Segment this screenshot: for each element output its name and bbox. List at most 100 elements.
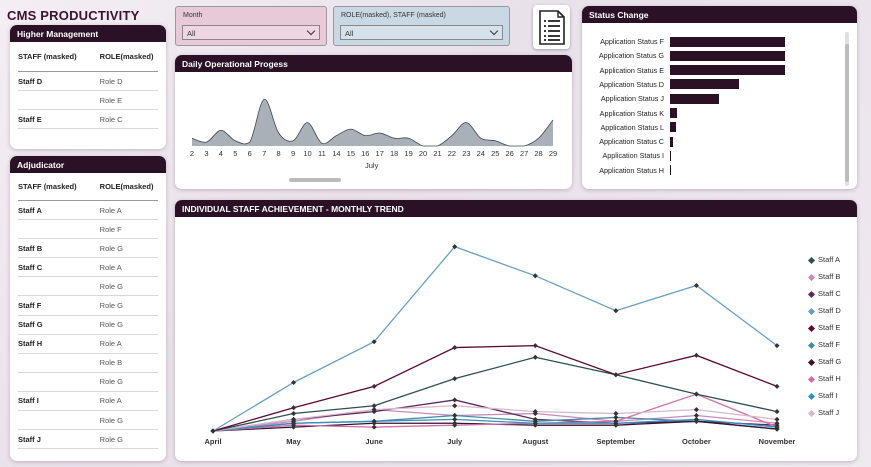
daily-area-plot (191, 98, 554, 147)
data-point[interactable] (452, 416, 458, 422)
status-label: Application Status I (602, 151, 664, 161)
role-cell: Role G (99, 243, 124, 253)
table-row: Staff B Role G (18, 239, 158, 259)
data-point[interactable] (452, 345, 458, 351)
col-role-header: ROLE(masked) (99, 182, 154, 191)
trend-x-tick-label: November (758, 437, 796, 446)
status-label: Application Status L (600, 122, 664, 132)
status-bar (670, 65, 785, 76)
data-point[interactable] (532, 273, 538, 279)
legend-label: Staff E (818, 323, 841, 332)
legend-marker-icon (807, 273, 816, 281)
month-slicer[interactable]: Month All (175, 6, 327, 46)
legend-label: Staff A (818, 255, 840, 264)
data-point[interactable] (774, 409, 780, 415)
data-point[interactable] (371, 339, 377, 345)
data-point[interactable] (774, 383, 780, 389)
data-point[interactable] (774, 416, 780, 422)
month-dropdown[interactable]: All (182, 25, 320, 40)
legend-label: Staff J (818, 408, 840, 417)
status-bar (670, 50, 785, 61)
role-cell: Role A (99, 205, 122, 215)
status-bar (670, 108, 677, 118)
data-point[interactable] (291, 405, 297, 411)
trend-x-tick-label: June (365, 437, 383, 446)
daily-x-tick-label: 9 (290, 149, 296, 158)
data-point[interactable] (291, 416, 297, 422)
table-header-row: STAFF (masked) ROLE(masked) (18, 173, 158, 201)
series-line-staff-b (212, 409, 778, 432)
legend-marker-icon (807, 409, 816, 417)
legend-marker-icon (807, 358, 816, 366)
status-label: Application Status H (599, 165, 664, 175)
legend-item[interactable]: Staff A (807, 255, 840, 264)
role-cell: Role G (99, 320, 124, 330)
staff-cell: Staff A (18, 205, 42, 215)
data-point[interactable] (613, 308, 619, 314)
legend-item[interactable]: Staff E (807, 323, 841, 332)
document-list-icon[interactable] (533, 5, 570, 49)
vertical-scrollbar-thumb[interactable] (845, 44, 849, 182)
daily-x-tick-label: 4 (218, 149, 223, 158)
legend-item[interactable]: Staff D (807, 306, 841, 315)
legend-item[interactable]: Staff C (807, 289, 841, 298)
daily-x-tick-label: 2 (189, 149, 195, 158)
role-cell: Role G (99, 281, 124, 291)
staff-cell: Staff J (18, 434, 41, 444)
data-point[interactable] (693, 352, 699, 358)
daily-x-tick-label: 18 (389, 149, 399, 158)
status-bar (670, 93, 720, 104)
data-point[interactable] (452, 397, 458, 403)
trend-x-tick-label: May (286, 437, 301, 446)
table-row: Staff D Role D (18, 72, 158, 91)
legend-marker-icon (807, 290, 816, 298)
data-point[interactable] (371, 383, 377, 389)
data-point[interactable] (371, 407, 377, 413)
role-staff-slicer[interactable]: ROLE(masked), STAFF (masked) All (333, 6, 510, 46)
role-cell: Role D (99, 76, 123, 86)
role-cell: Role C (99, 114, 123, 124)
staff-cell: Staff F (18, 301, 42, 311)
legend-item[interactable]: Staff H (807, 374, 841, 383)
daily-x-tick-label: 17 (375, 149, 384, 158)
legend-item[interactable]: Staff I (807, 391, 837, 400)
data-point[interactable] (613, 372, 619, 378)
data-point[interactable] (452, 403, 458, 409)
role-cell: Role G (99, 434, 124, 444)
data-point[interactable] (774, 424, 780, 430)
horizontal-scrollbar[interactable] (289, 178, 341, 182)
table-row: Staff J Role G (18, 430, 158, 450)
daily-x-tick-label: 20 (418, 149, 428, 158)
staff-cell: Staff D (18, 76, 43, 86)
data-point[interactable] (693, 407, 699, 413)
data-point[interactable] (452, 244, 458, 250)
data-point[interactable] (371, 418, 377, 424)
data-point[interactable] (532, 354, 538, 360)
data-point[interactable] (291, 420, 297, 426)
staff-cell: Staff B (18, 243, 43, 253)
status-label: Application Status E (599, 65, 664, 75)
status-bar (670, 122, 676, 133)
data-point[interactable] (371, 424, 377, 430)
daily-x-tick-label: 6 (247, 149, 252, 158)
daily-x-tick-label: 28 (534, 149, 543, 158)
staff-cell: Staff G (18, 320, 43, 330)
legend-item[interactable]: Staff F (807, 340, 840, 349)
table-row: Role G (18, 411, 158, 431)
legend-item[interactable]: Staff B (807, 272, 840, 281)
role-staff-dropdown[interactable]: All (340, 25, 503, 40)
data-point[interactable] (532, 343, 538, 349)
series-line-staff-e (212, 344, 778, 432)
data-point[interactable] (693, 391, 699, 397)
legend-item[interactable]: Staff G (807, 357, 841, 366)
role-cell: Role F (99, 224, 122, 234)
data-point[interactable] (291, 410, 297, 417)
data-point[interactable] (613, 410, 619, 417)
data-point[interactable] (371, 403, 377, 409)
daily-x-tick-label: 11 (318, 149, 326, 158)
legend-item[interactable]: Staff J (807, 408, 840, 417)
legend-label: Staff F (818, 340, 840, 349)
trend-x-tick-label: April (204, 437, 222, 446)
data-point[interactable] (452, 376, 458, 382)
table-row: Staff H Role A (18, 335, 158, 354)
